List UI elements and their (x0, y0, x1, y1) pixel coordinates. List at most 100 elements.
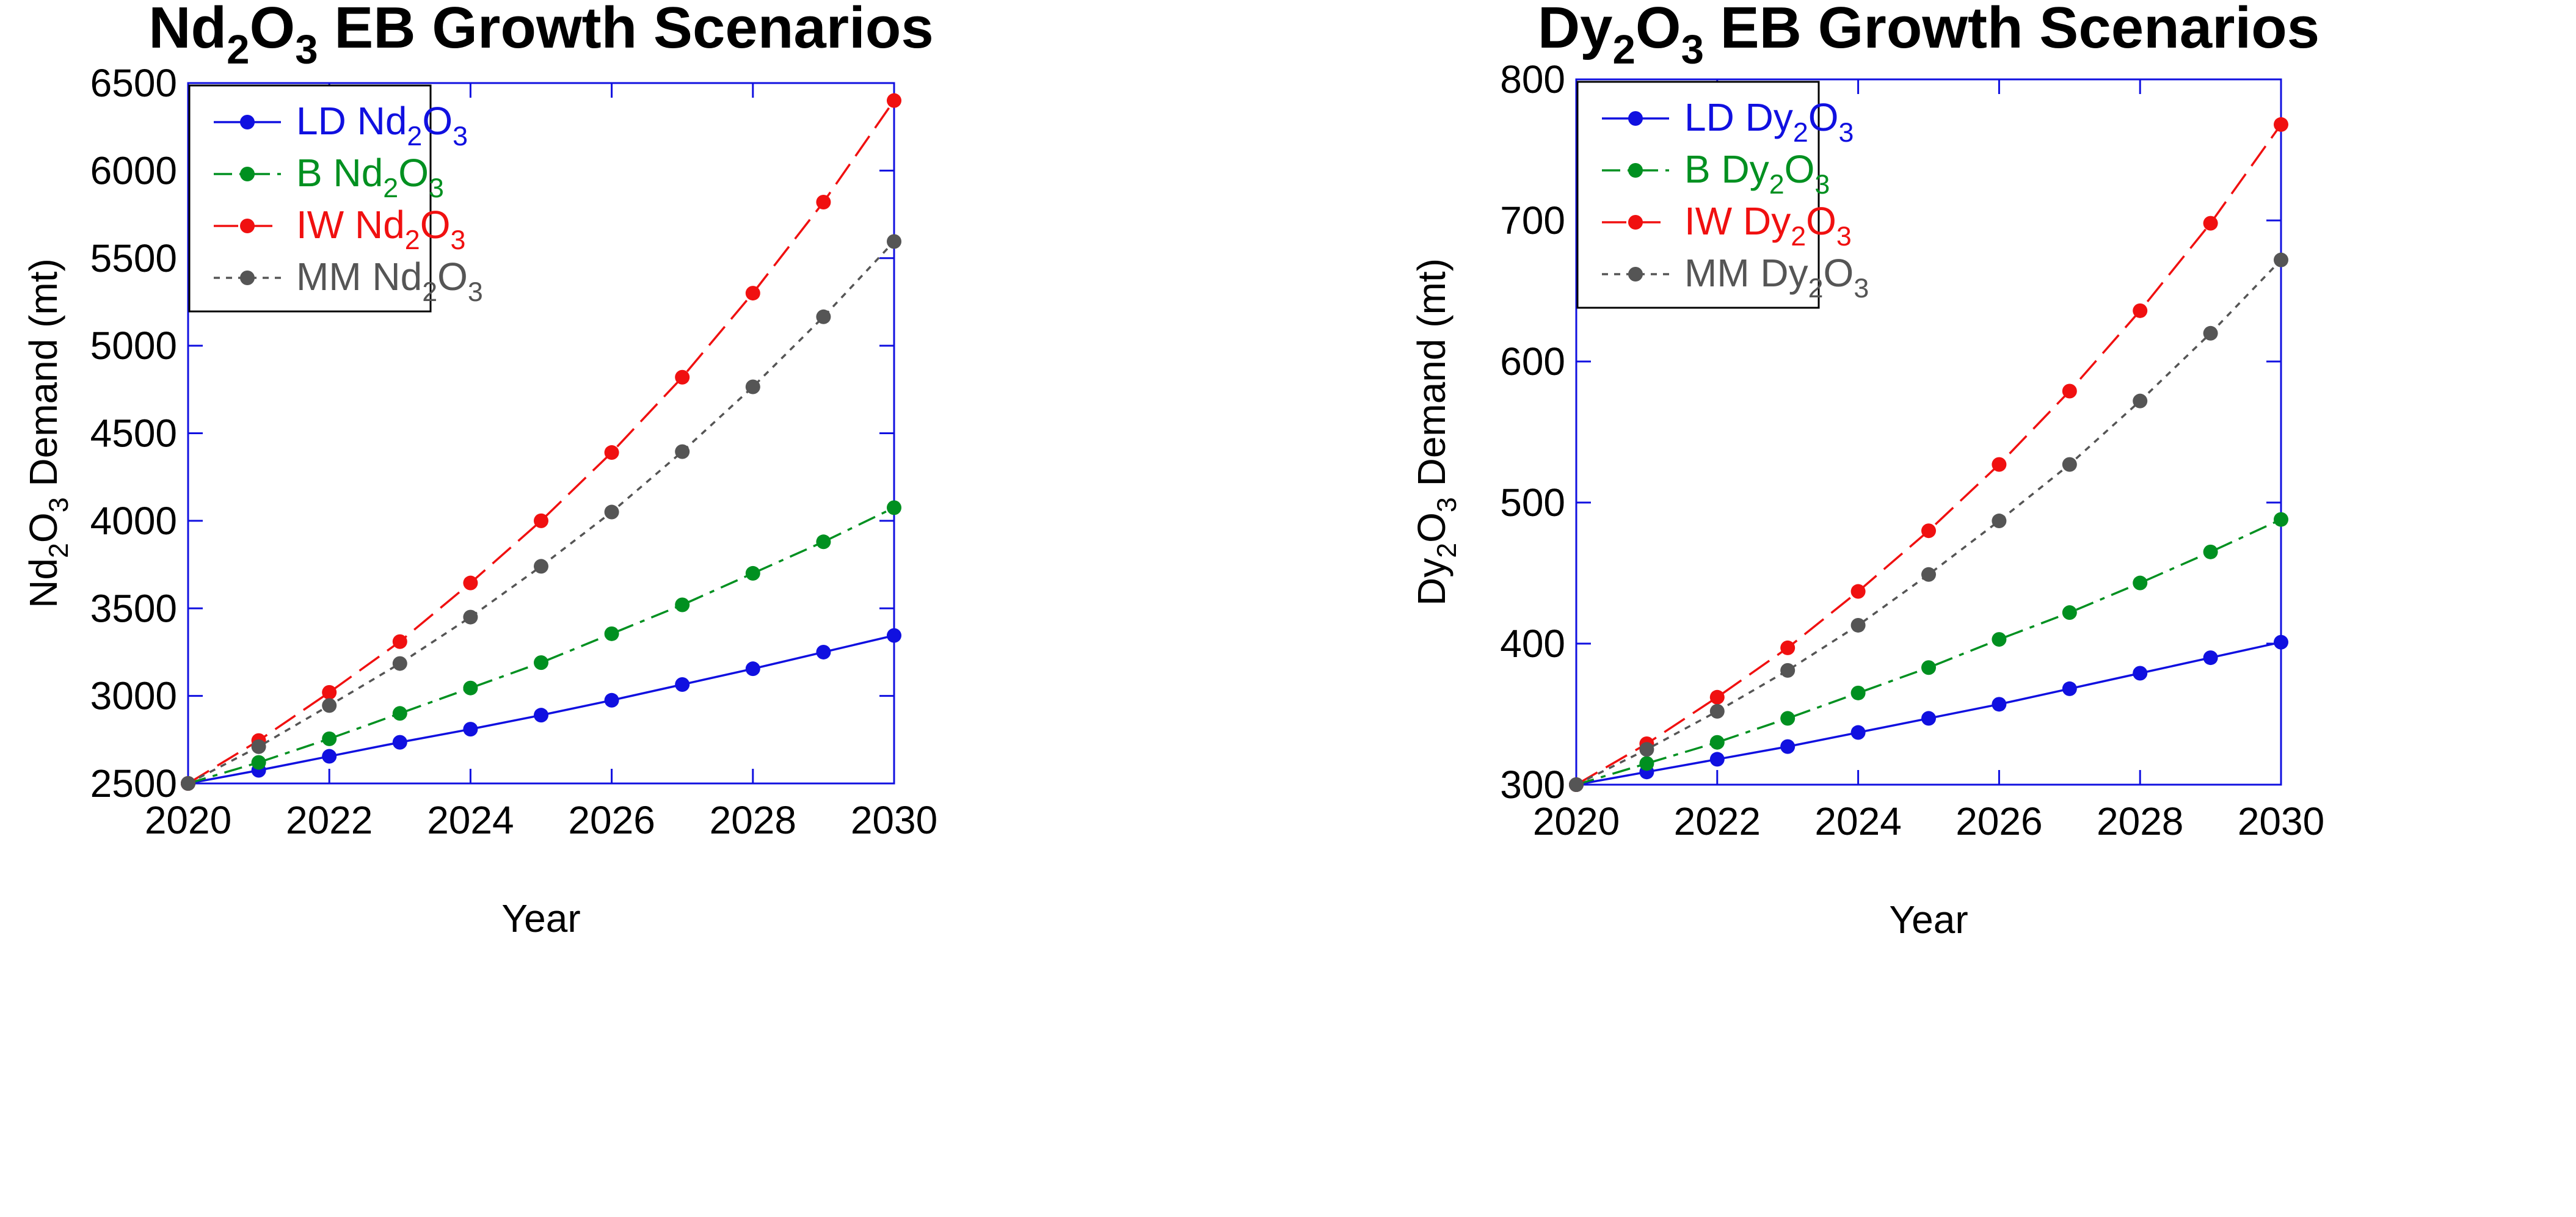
chart-title: Dy2O3 EB Growth Scenarios (1538, 0, 2319, 73)
data-point-mm (463, 609, 478, 625)
data-point-iw (2203, 216, 2218, 231)
legend-label-ld: LD Dy2O3 (1684, 95, 1854, 148)
data-point-mm (1780, 663, 1796, 678)
legend-marker-ld (1628, 111, 1643, 126)
data-point-mm (887, 234, 901, 249)
dy2o3-chart: Dy2O3 EB Growth Scenarios 300 400 500 600 700… (1410, 0, 2324, 942)
legend-marker-b (240, 167, 255, 181)
data-point-ld (675, 677, 690, 692)
data-point-mm (2062, 457, 2077, 472)
data-point-b (2062, 605, 2077, 620)
y-tick-label: 3500 (90, 586, 177, 630)
x-tick-label: 2026 (1956, 799, 2042, 843)
data-point-b (887, 500, 901, 515)
data-point-ld (1921, 711, 1936, 726)
data-point-iw (463, 575, 478, 590)
data-point-iw (534, 513, 548, 528)
x-tick-label: 2028 (710, 798, 796, 842)
data-point-ld (1780, 739, 1796, 754)
y-tick-label: 2500 (90, 761, 177, 805)
legend-label-mm: MM Dy2O3 (1684, 251, 1869, 303)
data-point-ld (1709, 752, 1725, 767)
legend-label-b: B Dy2O3 (1684, 147, 1830, 200)
data-point-b (2133, 575, 2148, 590)
data-point-ld (2062, 681, 2077, 696)
y-tick-label: 5500 (90, 236, 177, 280)
data-point-mm (322, 698, 337, 713)
series-line-iw (1576, 123, 2282, 786)
x-tick-label: 2026 (568, 798, 655, 842)
legend-marker-ld (240, 115, 255, 129)
data-point-iw (392, 634, 407, 649)
legend-label-b: B Nd2O3 (296, 151, 444, 203)
data-point-ld (816, 644, 831, 659)
legend-marker-b (1628, 163, 1643, 178)
y-tick-label: 600 (1500, 340, 1565, 383)
chart-title: Nd2O3 EB Growth Scenarios (148, 0, 934, 73)
x-tick-label: 2020 (145, 798, 231, 842)
x-tick-label: 2022 (1674, 799, 1761, 843)
data-point-b (745, 565, 760, 581)
x-axis-label: Year (1889, 898, 1968, 942)
data-point-ld (2203, 650, 2218, 666)
series-line-b (187, 506, 895, 785)
data-point-b (1709, 735, 1725, 750)
data-point-mm (2133, 393, 2148, 409)
series-line-mm (1576, 259, 2282, 786)
x-tick-label: 2024 (427, 798, 514, 842)
data-point-mm (1569, 777, 1584, 792)
data-point-b (1639, 756, 1654, 771)
data-point-b (2274, 512, 2288, 527)
data-point-b (534, 655, 548, 670)
data-point-ld (887, 628, 901, 643)
legend-marker-iw (1628, 215, 1643, 230)
data-point-ld (1850, 725, 1866, 740)
data-point-mm (1921, 567, 1936, 582)
y-tick-label: 300 (1500, 763, 1565, 807)
y-axis-label: Nd2O3 Demand (mt) (21, 258, 74, 608)
x-tick-label: 2028 (2097, 799, 2183, 843)
data-point-mm (604, 504, 619, 520)
series-line-mm (187, 241, 895, 785)
data-point-iw (1992, 457, 2007, 472)
x-axis-label: Year (501, 896, 580, 940)
data-point-ld (745, 661, 760, 677)
y-tick-label: 5000 (90, 324, 177, 368)
x-tick-label: 2030 (2238, 799, 2324, 843)
y-tick-label: 6500 (90, 61, 177, 105)
x-tick-label: 2020 (1533, 799, 1620, 843)
x-tick-label: 2022 (286, 798, 373, 842)
data-point-iw (816, 194, 831, 209)
data-point-iw (1850, 584, 1866, 599)
data-point-iw (1780, 640, 1796, 655)
series-line-b (1576, 518, 2282, 786)
data-point-iw (1709, 689, 1725, 705)
nd2o3-chart: Nd2O3 EB Growth Scenarios 2500 3000 3500 400… (21, 0, 937, 940)
data-point-b (1992, 632, 2007, 647)
legend-label-ld: LD Nd2O3 (296, 99, 468, 151)
data-point-ld (604, 692, 619, 708)
data-point-mm (745, 379, 760, 394)
data-point-iw (745, 286, 760, 301)
data-point-ld (2133, 666, 2148, 681)
legend-label-mm: MM Nd2O3 (296, 255, 483, 307)
data-point-b (1921, 660, 1936, 675)
data-point-mm (534, 559, 548, 574)
data-point-iw (2274, 117, 2288, 132)
data-point-ld (463, 722, 478, 737)
data-point-ld (1992, 697, 2007, 712)
x-tick-label: 2030 (851, 798, 937, 842)
data-point-ld (392, 735, 407, 750)
legend-marker-mm (1628, 267, 1643, 282)
data-point-iw (2062, 383, 2077, 399)
series-line-iw (187, 100, 895, 785)
y-axis-label: Dy2O3 Demand (mt) (1410, 258, 1462, 606)
y-tick-label: 500 (1500, 481, 1565, 525)
y-tick-label: 4000 (90, 499, 177, 543)
legend-label-iw: IW Dy2O3 (1684, 199, 1852, 252)
data-point-ld (534, 708, 548, 723)
legend-marker-iw (240, 219, 255, 233)
y-tick-label: 3000 (90, 674, 177, 718)
data-point-mm (1850, 617, 1866, 633)
y-tick-label: 700 (1500, 198, 1565, 242)
